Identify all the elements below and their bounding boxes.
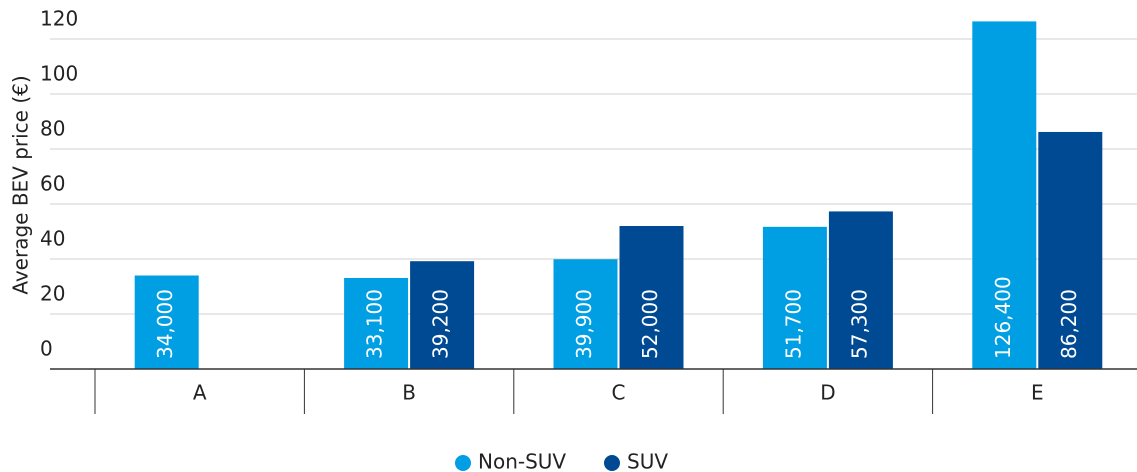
value-label: 51,700 — [781, 289, 805, 359]
value-label: 34,000 — [153, 289, 177, 359]
y-tick-label: 0 — [40, 337, 53, 361]
x-tick-label: E — [1031, 381, 1044, 405]
value-label: 39,900 — [572, 289, 596, 359]
y-tick-label: 40 — [40, 227, 65, 251]
bar — [762, 226, 827, 369]
bar — [410, 261, 475, 369]
y-tick-label: 100 — [40, 62, 78, 86]
legend-swatch — [604, 455, 620, 471]
bar — [828, 211, 893, 369]
value-label: 33,100 — [363, 289, 387, 359]
y-tick-label: 20 — [40, 282, 65, 306]
x-tick-label: D — [820, 381, 835, 405]
bar — [553, 259, 618, 369]
value-label: 126,400 — [991, 276, 1015, 359]
y-tick-label: 60 — [40, 172, 65, 196]
bar — [972, 21, 1037, 370]
bar — [344, 277, 409, 369]
legend-label: Non-SUV — [478, 450, 566, 472]
legend-swatch — [455, 455, 471, 471]
y-tick-label: 80 — [40, 117, 65, 141]
bar — [134, 275, 199, 369]
y-tick-label: 120 — [40, 7, 78, 31]
value-label: 86,200 — [1057, 289, 1081, 359]
y-axis-title: Average BEV price (€) — [9, 75, 33, 294]
x-tick-label: B — [402, 381, 416, 405]
bar — [1038, 131, 1103, 369]
x-tick-label: C — [612, 381, 626, 405]
bar — [619, 226, 684, 369]
x-tick-label: A — [193, 381, 207, 405]
value-label: 39,200 — [429, 289, 453, 359]
value-label: 52,000 — [638, 289, 662, 359]
legend-label: SUV — [627, 450, 668, 472]
value-label: 57,300 — [847, 289, 871, 359]
